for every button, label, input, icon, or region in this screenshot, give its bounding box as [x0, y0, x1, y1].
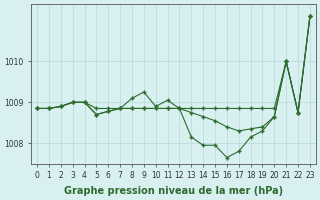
X-axis label: Graphe pression niveau de la mer (hPa): Graphe pression niveau de la mer (hPa): [64, 186, 283, 196]
